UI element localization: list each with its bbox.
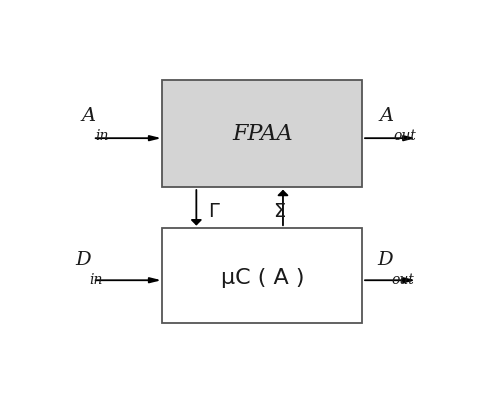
Text: A: A: [379, 107, 393, 125]
Text: FPAA: FPAA: [232, 123, 293, 145]
Text: A: A: [82, 107, 96, 125]
Text: μC ( A ): μC ( A ): [221, 267, 304, 288]
Text: out: out: [393, 129, 416, 143]
Text: in: in: [96, 129, 109, 143]
Bar: [162, 229, 362, 323]
Text: D: D: [75, 250, 91, 268]
Text: out: out: [391, 272, 415, 286]
Text: D: D: [377, 250, 393, 268]
Bar: [162, 81, 362, 188]
Text: in: in: [89, 272, 103, 286]
Text: Σ: Σ: [274, 201, 286, 220]
Text: Γ: Γ: [208, 201, 219, 220]
